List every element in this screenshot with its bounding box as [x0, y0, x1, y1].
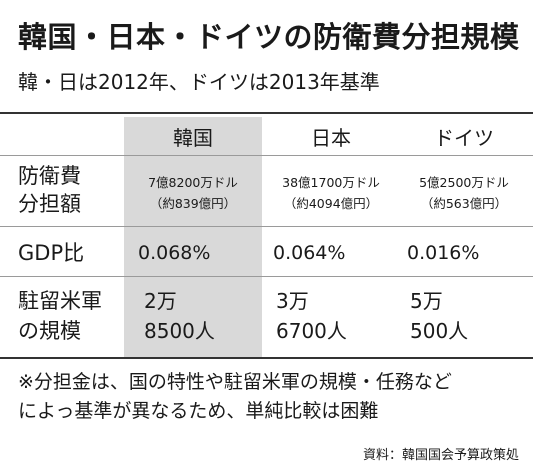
japan-defense-cost-yen: （約4094億円） — [283, 196, 379, 211]
column-header-germany: ドイツ — [434, 126, 494, 150]
table-bottom-rule — [0, 357, 533, 359]
column-header-korea: 韓国 — [173, 126, 213, 150]
footnote-line1: ※分担金は、国の特性や駐留米軍の規模・任務など — [18, 371, 452, 393]
germany-troops-line2: 500人 — [410, 319, 469, 343]
germany-troops-line1: 5万 — [410, 289, 443, 313]
korea-gdp-ratio: 0.068% — [138, 242, 211, 264]
japan-troops-line1: 3万 — [276, 289, 309, 313]
row-label-us-troops-line1: 駐留米軍 — [18, 289, 102, 313]
row-divider-1 — [0, 226, 533, 227]
japan-defense-cost: 38億1700万ドル — [282, 175, 380, 190]
germany-defense-cost-yen: （約563億円） — [420, 196, 508, 211]
row-divider-2 — [0, 276, 533, 277]
row-label-us-troops-line2: の規模 — [18, 319, 81, 343]
japan-troops-line2: 6700人 — [276, 319, 347, 343]
korea-defense-cost: 7億8200万ドル — [148, 175, 238, 190]
footnote: ※分担金は、国の特性や駐留米軍の規模・任務など によっ基準が異なるため、単純比較… — [18, 368, 452, 426]
table-top-rule — [0, 112, 533, 114]
page-subtitle: 韓・日は2012年、ドイツは2013年基準 — [18, 70, 380, 94]
japan-gdp-ratio: 0.064% — [273, 242, 346, 264]
row-label-defense-cost-line1: 防衛費 — [18, 164, 81, 188]
korea-defense-cost-yen: （約839億円） — [149, 196, 237, 211]
header-divider — [0, 155, 533, 156]
source-credit: 資料：韓国国会予算政策処 — [362, 448, 519, 463]
column-header-japan: 日本 — [311, 126, 351, 150]
row-label-gdp-ratio: GDP比 — [18, 241, 85, 265]
korea-troops-line1: 2万 — [144, 289, 177, 313]
germany-gdp-ratio: 0.016% — [407, 242, 480, 264]
row-label-defense-cost-line2: 分担額 — [18, 192, 81, 216]
page-title: 韓国・日本・ドイツの防衛費分担規模 — [18, 20, 520, 54]
germany-defense-cost: 5億2500万ドル — [419, 175, 509, 190]
korea-column-highlight — [124, 117, 262, 358]
korea-troops-line2: 8500人 — [144, 319, 215, 343]
footnote-line2: によっ基準が異なるため、単純比較は困難 — [18, 400, 379, 422]
